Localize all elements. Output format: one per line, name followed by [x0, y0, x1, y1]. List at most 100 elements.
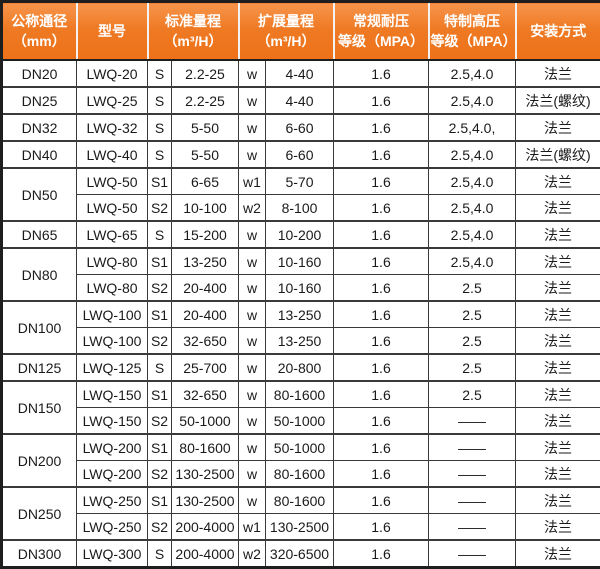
cell-extended-range: 80-1600: [266, 461, 334, 488]
cell-model: LWQ-40: [77, 141, 148, 168]
header-extended-range: 扩展量程 （m³/H）: [239, 2, 334, 61]
cell-model: LWQ-100: [77, 301, 148, 328]
cell-pressure-high: 2.5,4.0: [429, 168, 516, 195]
cell-standard-code: S2: [148, 514, 172, 541]
cell-standard-range: 2.2-25: [172, 87, 239, 114]
cell-nominal-diameter: DN300: [2, 540, 77, 568]
cell-pressure-standard: 1.6: [334, 141, 429, 168]
cell-pressure-high: ——: [429, 408, 516, 435]
cell-standard-range: 13-250: [172, 248, 239, 275]
cell-install-method: 法兰: [516, 60, 600, 87]
cell-install-method: 法兰: [516, 195, 600, 222]
cell-extended-code: w: [239, 221, 266, 248]
cell-extended-code: w: [239, 275, 266, 302]
cell-pressure-high: 2.5,4.0: [429, 221, 516, 248]
cell-pressure-high: 2.5: [429, 328, 516, 355]
header-pressure-high: 特制高压 等级（MPA）: [429, 2, 516, 61]
cell-extended-code: w: [239, 141, 266, 168]
cell-pressure-high: 2.5,4.0: [429, 87, 516, 114]
cell-pressure-standard: 1.6: [334, 381, 429, 408]
cell-extended-range: 130-2500: [266, 514, 334, 541]
cell-standard-code: S1: [148, 381, 172, 408]
cell-nominal-diameter: DN25: [2, 87, 77, 114]
cell-model: LWQ-150: [77, 381, 148, 408]
cell-extended-code: w: [239, 408, 266, 435]
cell-install-method: 法兰(螺纹): [516, 141, 600, 168]
cell-extended-code: w: [239, 60, 266, 87]
cell-model: LWQ-200: [77, 461, 148, 488]
cell-pressure-standard: 1.6: [334, 87, 429, 114]
cell-pressure-high: 2.5,4.0: [429, 248, 516, 275]
cell-install-method: 法兰: [516, 328, 600, 355]
header-pressure-standard: 常规耐压 等级（MPA）: [334, 2, 429, 61]
cell-model: LWQ-50: [77, 168, 148, 195]
cell-model: LWQ-300: [77, 540, 148, 568]
cell-standard-code: S1: [148, 434, 172, 461]
cell-standard-code: S2: [148, 328, 172, 355]
cell-standard-code: S: [148, 141, 172, 168]
cell-install-method: 法兰: [516, 301, 600, 328]
cell-model: LWQ-20: [77, 60, 148, 87]
cell-extended-range: 50-1000: [266, 408, 334, 435]
cell-pressure-standard: 1.6: [334, 514, 429, 541]
cell-extended-code: w: [239, 354, 266, 381]
cell-install-method: 法兰(螺纹): [516, 87, 600, 114]
cell-pressure-high: 2.5,4.0: [429, 195, 516, 222]
cell-standard-range: 200-4000: [172, 514, 239, 541]
cell-standard-range: 20-400: [172, 275, 239, 302]
cell-extended-range: 80-1600: [266, 487, 334, 514]
header-standard-range: 标准量程 （m³/H）: [148, 2, 239, 61]
cell-pressure-high: 2.5: [429, 301, 516, 328]
cell-standard-range: 10-100: [172, 195, 239, 222]
cell-pressure-standard: 1.6: [334, 248, 429, 275]
cell-standard-code: S: [148, 354, 172, 381]
cell-pressure-standard: 1.6: [334, 487, 429, 514]
cell-standard-range: 15-200: [172, 221, 239, 248]
cell-standard-range: 80-1600: [172, 434, 239, 461]
cell-extended-range: 50-1000: [266, 434, 334, 461]
cell-standard-code: S2: [148, 195, 172, 222]
cell-pressure-high: 2.5,4.0,: [429, 114, 516, 141]
cell-standard-range: 20-400: [172, 301, 239, 328]
cell-standard-range: 32-650: [172, 328, 239, 355]
cell-pressure-standard: 1.6: [334, 434, 429, 461]
cell-pressure-high: ——: [429, 434, 516, 461]
cell-standard-range: 25-700: [172, 354, 239, 381]
cell-extended-range: 4-40: [266, 60, 334, 87]
cell-extended-code: w: [239, 114, 266, 141]
cell-nominal-diameter: DN65: [2, 221, 77, 248]
cell-standard-code: S2: [148, 408, 172, 435]
cell-extended-code: w1: [239, 168, 266, 195]
cell-standard-range: 2.2-25: [172, 60, 239, 87]
cell-model: LWQ-80: [77, 248, 148, 275]
cell-install-method: 法兰: [516, 248, 600, 275]
cell-pressure-standard: 1.6: [334, 114, 429, 141]
cell-install-method: 法兰: [516, 275, 600, 302]
cell-pressure-standard: 1.6: [334, 301, 429, 328]
cell-nominal-diameter: DN40: [2, 141, 77, 168]
cell-pressure-standard: 1.6: [334, 328, 429, 355]
cell-extended-range: 10-200: [266, 221, 334, 248]
cell-extended-code: w2: [239, 195, 266, 222]
cell-install-method: 法兰: [516, 461, 600, 488]
cell-pressure-standard: 1.6: [334, 221, 429, 248]
cell-install-method: 法兰: [516, 168, 600, 195]
cell-pressure-high: ——: [429, 540, 516, 568]
cell-install-method: 法兰: [516, 434, 600, 461]
cell-install-method: 法兰: [516, 408, 600, 435]
cell-extended-code: w: [239, 487, 266, 514]
